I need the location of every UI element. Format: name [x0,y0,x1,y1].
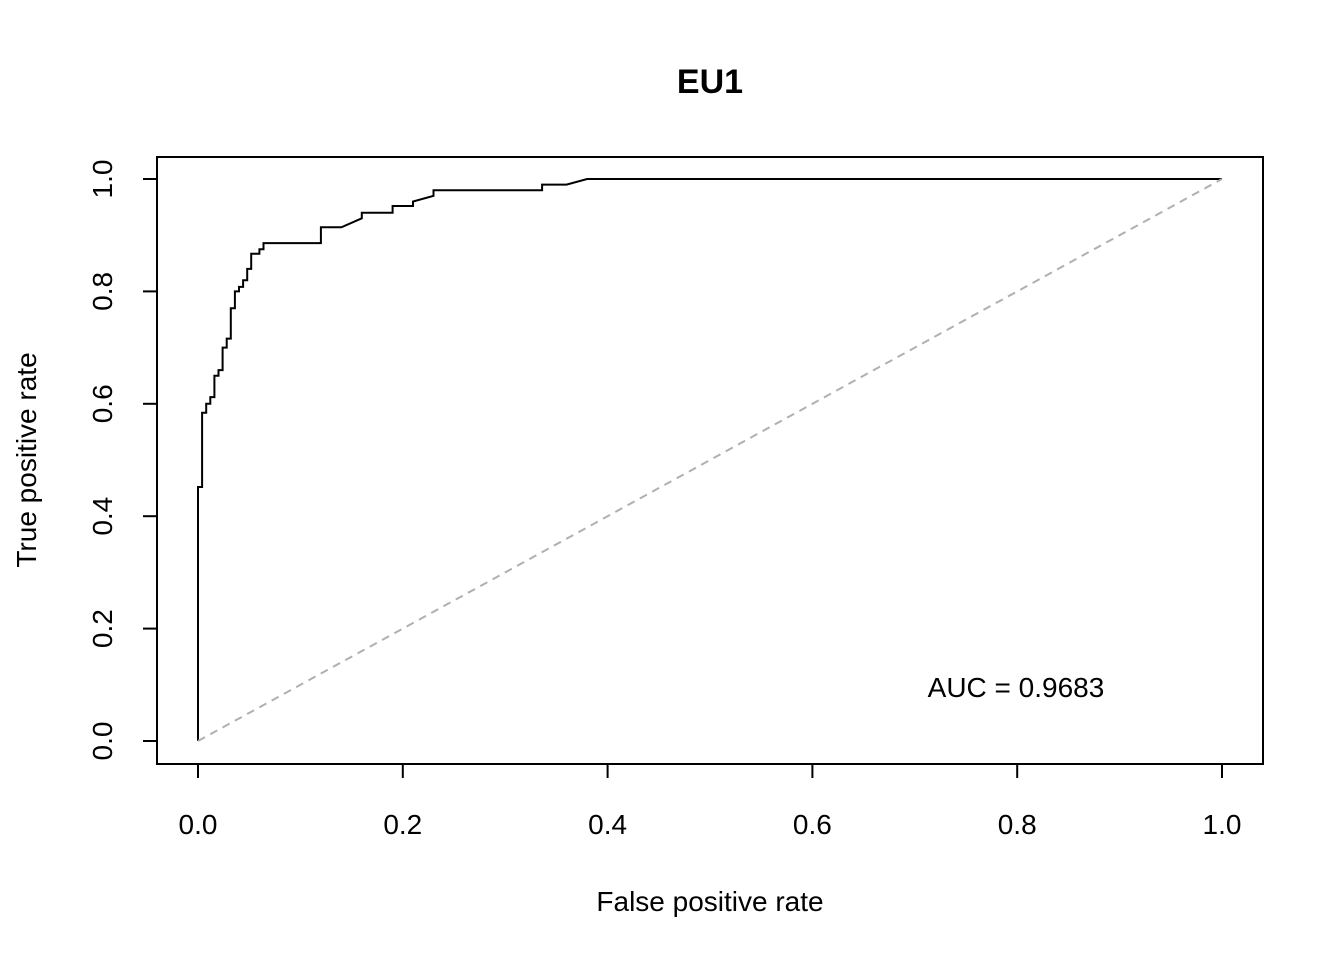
x-tick-label: 0.0 [179,809,218,840]
x-tick-label: 0.8 [998,809,1037,840]
diagonal-reference-line [197,178,1223,742]
x-tick-label: 0.4 [588,809,627,840]
x-tick-label: 1.0 [1203,809,1242,840]
x-axis: 0.0 0.2 0.4 0.6 0.8 1.0 [179,763,1242,840]
chart-title: EU1 [677,63,743,101]
roc-curve [197,178,1222,741]
y-axis-label: True positive rate [11,352,42,567]
y-tick-label: 0.2 [87,609,118,648]
y-axis: 0.0 0.2 0.4 0.6 0.8 1.0 [87,160,158,761]
y-tick-label: 0.6 [87,384,118,423]
x-axis-label: False positive rate [596,886,823,917]
x-tick-label: 0.2 [383,809,422,840]
series-layer [197,178,1223,742]
y-tick-label: 0.8 [87,272,118,311]
auc-annotation: AUC = 0.9683 [928,672,1105,703]
x-tick-label: 0.6 [793,809,832,840]
y-tick-label: 0.4 [87,497,118,536]
y-tick-label: 0.0 [87,722,118,761]
y-tick-label: 1.0 [87,160,118,199]
